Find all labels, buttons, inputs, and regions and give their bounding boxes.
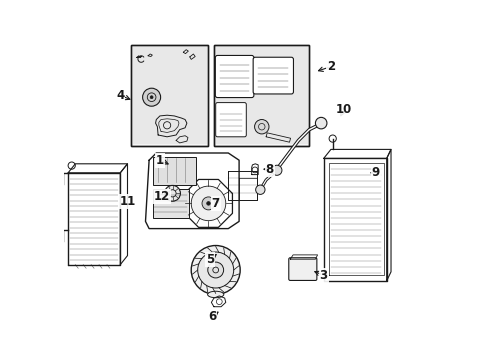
Text: 12: 12 <box>153 190 169 203</box>
Circle shape <box>202 197 215 210</box>
Bar <box>215 47 307 144</box>
Circle shape <box>315 117 326 129</box>
Text: 2: 2 <box>326 60 334 73</box>
FancyBboxPatch shape <box>253 57 293 94</box>
Circle shape <box>142 88 160 106</box>
Circle shape <box>164 185 180 201</box>
Bar <box>213 45 309 146</box>
Circle shape <box>197 252 233 288</box>
Text: 10: 10 <box>335 103 351 116</box>
Ellipse shape <box>207 291 224 298</box>
Text: 11: 11 <box>119 195 135 208</box>
Bar <box>133 47 206 144</box>
Circle shape <box>207 262 223 278</box>
Circle shape <box>254 120 268 134</box>
Text: 6: 6 <box>207 310 216 323</box>
Text: 8: 8 <box>265 163 273 176</box>
Bar <box>152 189 188 218</box>
Text: 1: 1 <box>156 154 163 167</box>
Text: 4: 4 <box>116 89 124 102</box>
Circle shape <box>191 186 225 221</box>
FancyBboxPatch shape <box>215 55 253 98</box>
Bar <box>213 45 309 146</box>
Circle shape <box>206 202 210 205</box>
Text: 7: 7 <box>211 197 219 210</box>
Circle shape <box>271 165 282 175</box>
Text: 5: 5 <box>206 253 214 266</box>
Text: 3: 3 <box>319 269 327 282</box>
Circle shape <box>191 246 240 294</box>
Circle shape <box>150 96 153 99</box>
FancyBboxPatch shape <box>215 103 246 137</box>
Bar <box>152 157 196 185</box>
Bar <box>131 45 208 146</box>
Circle shape <box>255 185 264 194</box>
Bar <box>131 45 208 146</box>
Text: 9: 9 <box>371 166 379 179</box>
FancyBboxPatch shape <box>288 258 316 280</box>
